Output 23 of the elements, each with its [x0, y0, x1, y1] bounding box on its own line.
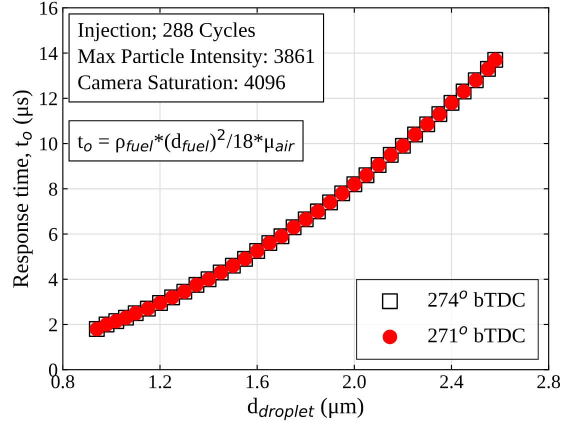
text: t$_{o}$ = ρ$_{fuel}$*(d$_{fuel}$)$^{2}$/18*μ$_{air}$ [78, 129, 295, 152]
annotation: Camera Saturation: 4096 [78, 75, 286, 90]
y-tick-label: 10 [40, 137, 58, 150]
x-tick-label: 1.6 [246, 375, 269, 388]
y-axis-title: Response time, t$_{o}$ (μs) [12, 90, 33, 288]
y-tick-label: 16 [40, 2, 58, 15]
legend-label: 271$^{o}$ bTDC [428, 326, 524, 342]
y-tick-label: 6 [49, 228, 58, 241]
annotation: Injection; 288 Cycles [78, 22, 255, 42]
legend-label: 274$^{o}$ bTDC [428, 290, 524, 307]
y-tick-label: 12 [40, 92, 57, 106]
x-tick-label: 2.0 [343, 375, 366, 388]
y-tick-label: 4 [48, 273, 58, 286]
y-tick-label: 0 [48, 364, 58, 377]
x-tick-label: 1.2 [150, 375, 172, 388]
annotation: Max Particle Intensity: 3861 [78, 48, 314, 68]
x-axis-title: d$_{droplet}$ (μm) [248, 398, 364, 420]
y-tick-label: 2 [49, 318, 57, 332]
y-tick-label: 8 [48, 182, 58, 196]
x-tick-label: 0.8 [51, 375, 74, 388]
x-tick-label: 2.4 [440, 375, 464, 388]
x-tick-label: 2.8 [537, 375, 560, 388]
y-tick-label: 14 [40, 46, 58, 60]
